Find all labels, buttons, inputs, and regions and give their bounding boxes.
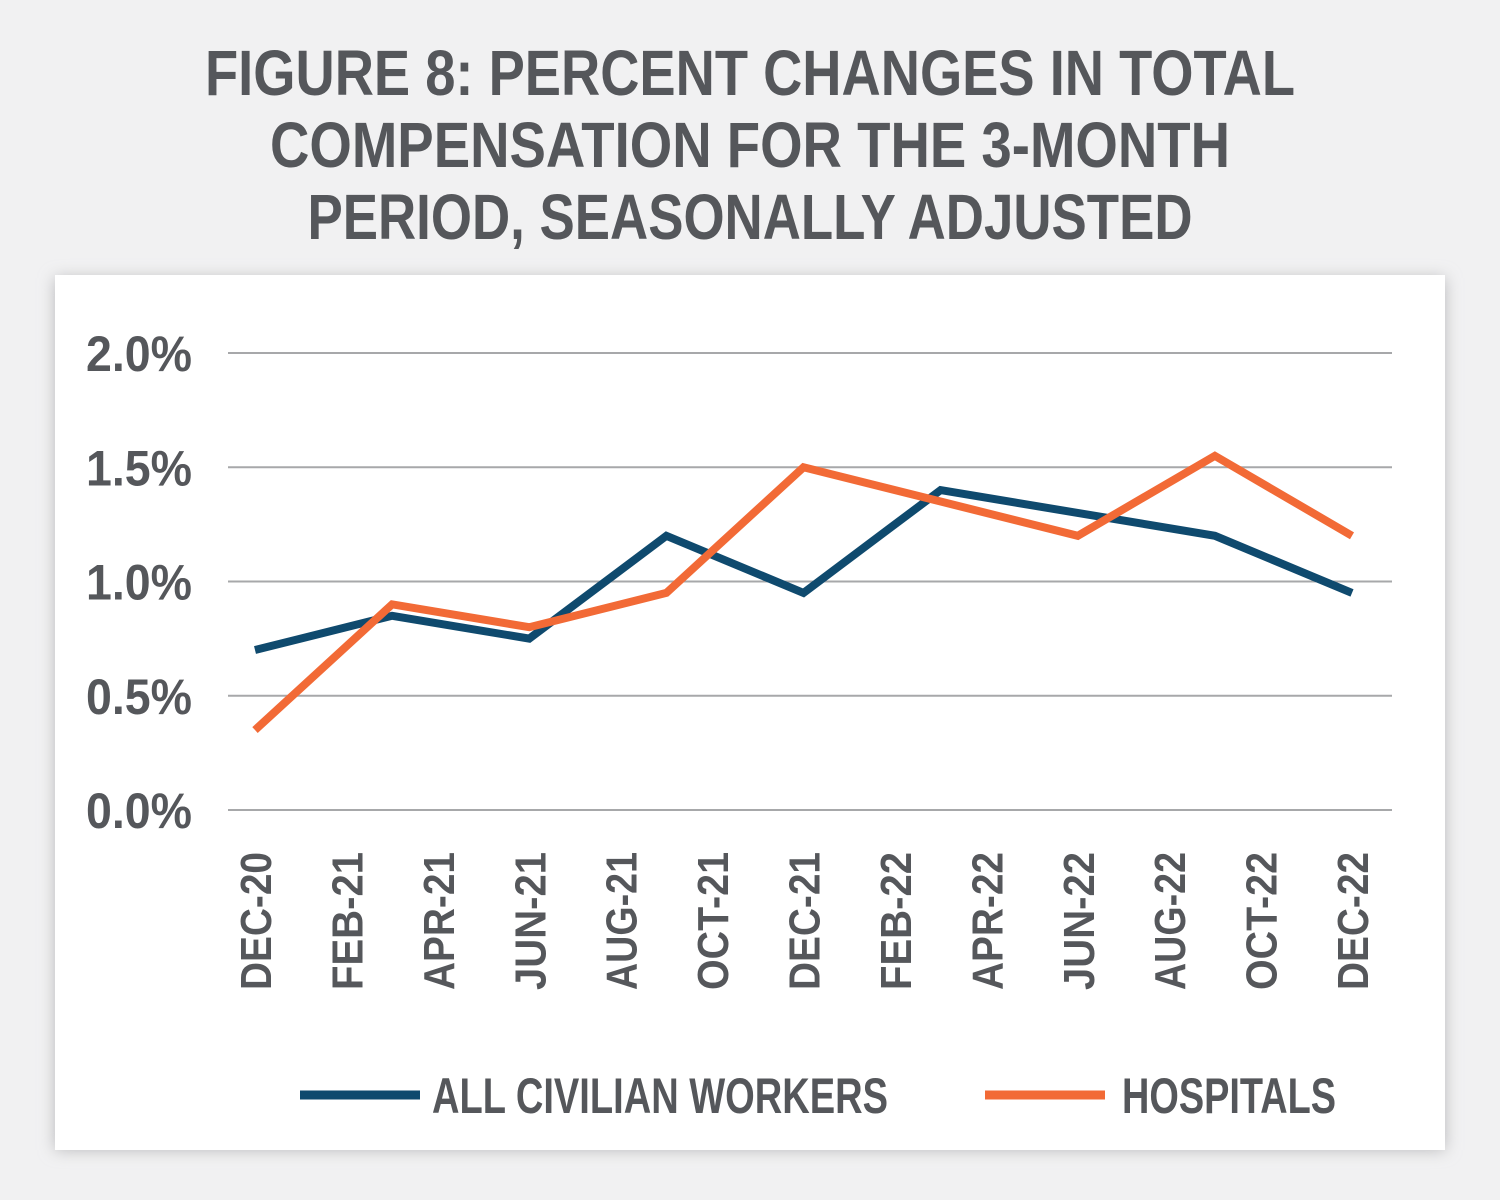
y-tick-label: 1.0% <box>86 555 192 611</box>
y-tick-label: 0.5% <box>86 669 192 725</box>
series-line <box>254 485 1354 654</box>
series-line <box>252 451 1355 733</box>
x-tick-label: OCT-21 <box>689 852 738 990</box>
legend-label: ALL CIVILIAN WORKERS <box>432 1068 888 1124</box>
y-tick-label: 2.0% <box>86 326 192 382</box>
chart-title: FIGURE 8: PERCENT CHANGES IN TOTAL <box>205 37 1295 109</box>
x-tick-label: OCT-22 <box>1238 852 1287 990</box>
x-tick-label: JUN-21 <box>506 852 555 990</box>
legend-label: HOSPITALS <box>1122 1068 1336 1124</box>
x-tick-label: DEC-20 <box>232 852 281 990</box>
y-tick-label: 1.5% <box>86 440 192 496</box>
x-tick-label: DEC-22 <box>1329 852 1378 990</box>
y-tick-label: 0.0% <box>86 783 192 839</box>
x-tick-label: APR-21 <box>415 852 464 990</box>
x-tick-label: JUN-22 <box>1055 852 1104 990</box>
x-tick-label: APR-22 <box>963 852 1012 990</box>
x-tick-label: AUG-21 <box>598 852 647 990</box>
panel <box>55 275 1445 1150</box>
x-tick-label: AUG-22 <box>1146 852 1195 990</box>
x-tick-label: DEC-21 <box>781 852 830 990</box>
chart-title: PERIOD, SEASONALLY ADJUSTED <box>308 181 1193 253</box>
x-tick-label: FEB-21 <box>323 852 372 990</box>
chart-title: COMPENSATION FOR THE 3-MONTH <box>270 109 1230 181</box>
x-tick-label: FEB-22 <box>872 852 921 990</box>
